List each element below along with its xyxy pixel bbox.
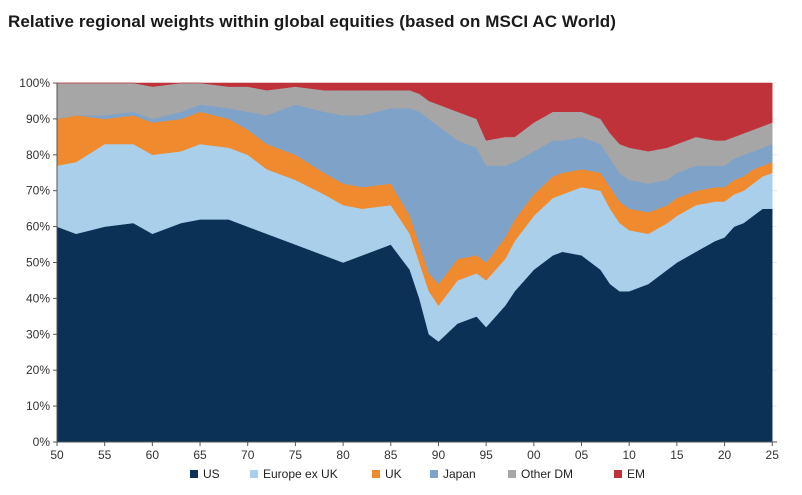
legend: US Europe ex UK UK Japan Other DM EM <box>0 467 802 485</box>
legend-label: Japan <box>443 467 476 481</box>
legend-item-us: US <box>190 467 220 481</box>
y-tick-label: 0% <box>33 435 51 449</box>
legend-item-japan: Japan <box>430 467 476 481</box>
x-axis-ticks: 50 55 60 65 70 75 80 85 90 95 00 05 10 15 20 25 <box>50 442 779 462</box>
legend-swatch <box>250 470 258 478</box>
x-tick-label: 10 <box>623 448 637 462</box>
legend-swatch <box>614 470 622 478</box>
legend-label: US <box>203 467 220 481</box>
legend-item-uk: UK <box>372 467 402 481</box>
x-tick-label: 00 <box>527 448 541 462</box>
y-tick-label: 70% <box>26 184 50 198</box>
legend-item-em: EM <box>614 467 645 481</box>
y-tick-label: 10% <box>26 399 50 413</box>
stacked-areas <box>56 82 773 443</box>
y-tick-label: 90% <box>26 112 50 126</box>
legend-item-europe-ex-uk: Europe ex UK <box>250 467 338 481</box>
legend-swatch <box>508 470 516 478</box>
legend-label: Europe ex UK <box>263 467 338 481</box>
y-tick-label: 100% <box>19 76 50 90</box>
x-tick-label: 65 <box>193 448 207 462</box>
x-tick-label: 75 <box>289 448 303 462</box>
legend-label: Other DM <box>521 467 574 481</box>
x-tick-label: 95 <box>479 448 493 462</box>
legend-swatch <box>430 470 438 478</box>
y-tick-label: 50% <box>26 256 50 270</box>
chart-title: Relative regional weights within global … <box>8 12 617 31</box>
x-tick-label: 80 <box>336 448 350 462</box>
legend-label: EM <box>627 467 645 481</box>
y-tick-label: 80% <box>26 148 50 162</box>
x-tick-label: 20 <box>718 448 732 462</box>
legend-item-other-dm: Other DM <box>508 467 573 481</box>
x-tick-label: 15 <box>670 448 684 462</box>
y-tick-label: 30% <box>26 327 50 341</box>
x-tick-label: 50 <box>50 448 64 462</box>
x-tick-label: 85 <box>384 448 398 462</box>
y-tick-label: 60% <box>26 220 50 234</box>
x-tick-label: 25 <box>766 448 780 462</box>
legend-swatch <box>372 470 380 478</box>
y-tick-label: 20% <box>26 363 50 377</box>
x-tick-label: 55 <box>98 448 112 462</box>
x-tick-label: 60 <box>146 448 160 462</box>
series-area-em <box>57 82 773 152</box>
y-axis-ticks: 0% 10% 20% 30% 40% 50% 60% 70% 80% 90% 100% <box>19 76 57 449</box>
y-tick-label: 40% <box>26 291 50 305</box>
x-tick-label: 70 <box>241 448 255 462</box>
legend-swatch <box>190 470 198 478</box>
legend-label: UK <box>385 467 402 481</box>
x-tick-label: 05 <box>575 448 589 462</box>
x-tick-label: 90 <box>432 448 446 462</box>
